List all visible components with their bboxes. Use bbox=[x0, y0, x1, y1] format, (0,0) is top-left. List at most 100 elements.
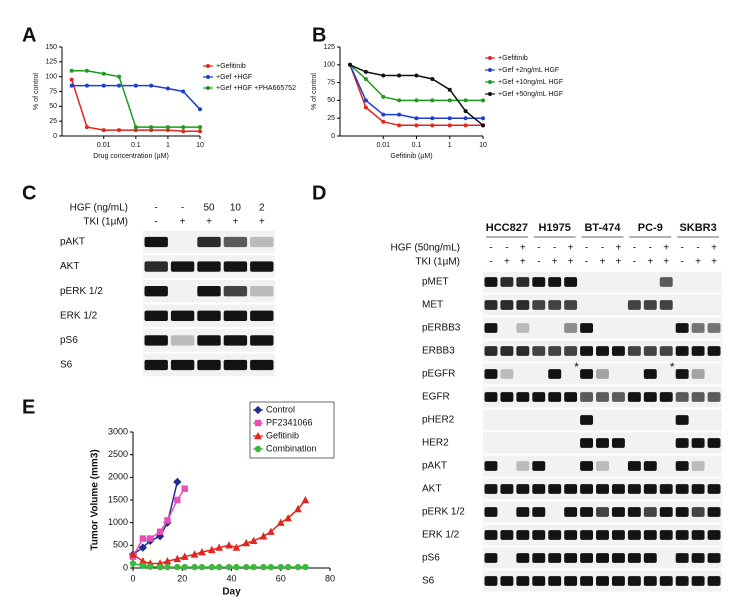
blot-band bbox=[580, 576, 594, 586]
marker bbox=[363, 69, 368, 74]
blot-band bbox=[516, 461, 530, 471]
blot-band bbox=[548, 277, 562, 287]
blot-band bbox=[484, 300, 498, 310]
marker bbox=[397, 98, 402, 103]
row-label: pHER2 bbox=[422, 415, 455, 426]
y-tick-label: 3000 bbox=[108, 426, 128, 436]
marker bbox=[430, 77, 435, 82]
y-tick-label: 150 bbox=[45, 44, 57, 51]
marker bbox=[488, 68, 492, 72]
blot-band bbox=[596, 346, 609, 356]
marker bbox=[294, 563, 302, 571]
blot-band bbox=[675, 346, 689, 356]
blot-strip bbox=[483, 317, 722, 339]
blot-band bbox=[250, 286, 274, 297]
marker bbox=[254, 445, 262, 453]
cell-line-label: BT-474 bbox=[584, 222, 621, 234]
y-tick-label: 500 bbox=[113, 540, 128, 550]
row-label: ERK 1/2 bbox=[60, 310, 98, 321]
blot-band bbox=[675, 507, 689, 517]
blot-band bbox=[691, 392, 705, 402]
blot-band bbox=[627, 346, 641, 356]
cell-line-label: H1975 bbox=[538, 222, 570, 234]
marker bbox=[181, 129, 186, 134]
marker bbox=[225, 541, 233, 549]
marker bbox=[101, 71, 106, 76]
condition-value: - bbox=[155, 203, 158, 214]
blot-band bbox=[596, 484, 609, 494]
marker bbox=[430, 98, 435, 103]
blot-band bbox=[675, 484, 689, 494]
blot-band bbox=[691, 553, 705, 563]
condition-value: - bbox=[489, 243, 492, 254]
blot-band bbox=[170, 261, 195, 272]
condition-value: - bbox=[585, 243, 588, 254]
marker bbox=[198, 107, 202, 112]
condition-value: + bbox=[711, 243, 717, 254]
panel-label: A bbox=[22, 24, 36, 46]
blot-strip bbox=[483, 271, 722, 293]
blot-band bbox=[675, 323, 689, 333]
marker bbox=[463, 123, 468, 128]
blot-band bbox=[675, 369, 689, 379]
marker bbox=[181, 89, 186, 94]
blot-band bbox=[580, 369, 594, 379]
marker bbox=[397, 123, 402, 128]
condition-value: - bbox=[696, 243, 699, 254]
blot-band bbox=[516, 484, 530, 494]
marker bbox=[206, 75, 210, 79]
blot-band bbox=[516, 507, 530, 517]
legend-label: +Gefitinib bbox=[498, 55, 528, 62]
condition-value: + bbox=[520, 243, 526, 254]
row-label: EGFR bbox=[422, 392, 450, 403]
marker bbox=[198, 547, 206, 556]
panel-label: D bbox=[312, 182, 326, 204]
blot-band bbox=[707, 553, 721, 563]
blot-band bbox=[516, 277, 530, 287]
blot-band bbox=[691, 346, 705, 356]
blot-band bbox=[548, 553, 562, 563]
blot-band bbox=[548, 369, 562, 379]
marker bbox=[277, 563, 284, 571]
blot-band bbox=[611, 438, 625, 448]
blot-band bbox=[596, 438, 609, 448]
blot-band bbox=[532, 553, 546, 563]
blot-band bbox=[580, 484, 594, 494]
blot-band bbox=[611, 484, 625, 494]
condition-value: - bbox=[680, 243, 683, 254]
blot-band bbox=[516, 323, 530, 333]
condition-value: + bbox=[552, 257, 558, 268]
blot-band bbox=[643, 484, 657, 494]
marker bbox=[173, 554, 182, 563]
x-tick-label: 0.1 bbox=[131, 142, 141, 149]
marker bbox=[488, 92, 492, 96]
marker bbox=[164, 563, 171, 571]
marker bbox=[133, 125, 138, 130]
blot-band bbox=[580, 553, 594, 563]
panel-label: B bbox=[312, 24, 326, 46]
marker bbox=[488, 80, 492, 84]
row-label: S6 bbox=[60, 360, 73, 371]
blot-band bbox=[627, 507, 641, 517]
marker bbox=[447, 116, 452, 121]
marker bbox=[381, 94, 386, 99]
blot-band bbox=[250, 310, 274, 321]
marker bbox=[165, 125, 170, 130]
blot-band bbox=[548, 300, 562, 310]
x-tick-label: 0 bbox=[130, 573, 135, 583]
marker bbox=[242, 538, 251, 547]
legend-label: Control bbox=[266, 404, 295, 414]
x-axis-label: Day bbox=[222, 587, 241, 598]
blot-band bbox=[564, 530, 578, 540]
blot-band bbox=[580, 438, 594, 448]
condition-value: + bbox=[616, 257, 622, 268]
blot-band bbox=[659, 484, 673, 494]
blot-band bbox=[532, 484, 546, 494]
blot-band bbox=[707, 576, 721, 586]
condition-value: + bbox=[600, 257, 606, 268]
blot-band bbox=[484, 553, 498, 563]
marker bbox=[414, 123, 419, 128]
blot-band bbox=[144, 335, 168, 346]
blot-band bbox=[659, 530, 673, 540]
blot-band bbox=[580, 507, 594, 517]
